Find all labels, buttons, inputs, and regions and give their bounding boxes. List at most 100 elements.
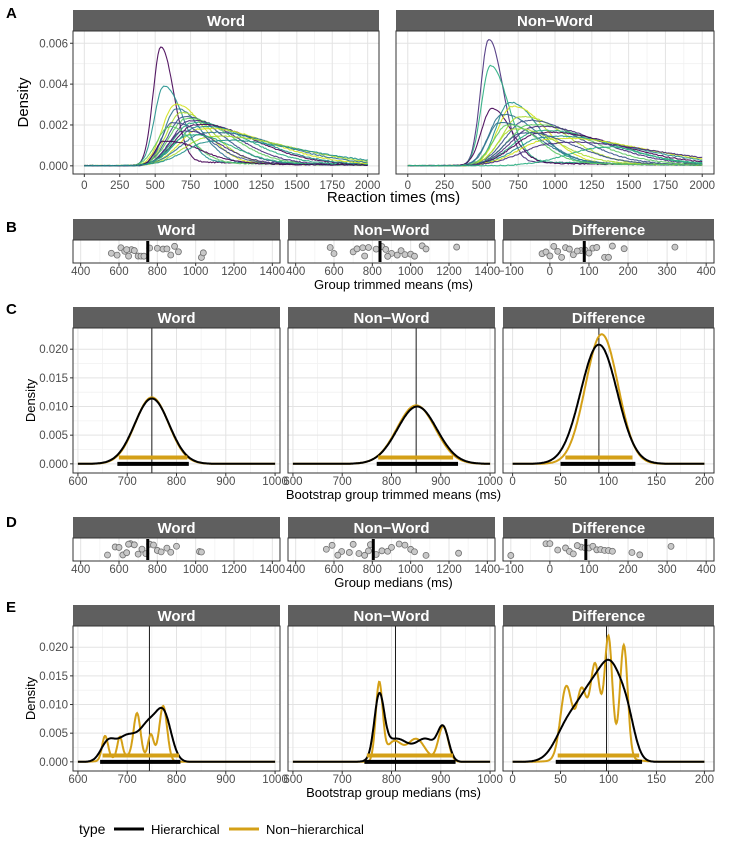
panel-a-facet-1-xtick-label: 1000 <box>213 180 239 192</box>
panel-e-facet-1-xtick-label: 600 <box>68 774 87 786</box>
panel-b-facet-3-point-5 <box>554 247 562 255</box>
panel-a-facet-2-xtick-label: 0 <box>405 180 411 192</box>
panel-d-facet-2-xtick-label: 800 <box>363 564 382 576</box>
panel-b-facet-1-point-7 <box>130 247 138 254</box>
panel-e-facet-1-ytick-label: 0.020 <box>39 642 68 654</box>
panel-d-facet-2-xtick-label: 1400 <box>475 564 501 576</box>
panel-b-facet-3-point-6 <box>558 253 566 261</box>
panel-c-facet-1-ytick-label: 0.005 <box>39 430 68 442</box>
panel-d-xlabel: Group medians (ms) <box>334 575 452 590</box>
panel-d-facet-1-border <box>72 537 281 562</box>
panel-b-facet-3-xtick-label: 200 <box>618 266 637 278</box>
panel-e-facet-3-xtick-label: 150 <box>647 774 666 786</box>
panel-b-facet-1-point-14 <box>163 245 171 253</box>
panel-a-facet-2-strip-label: Non−Word <box>517 13 593 30</box>
panel-a-facet-1-xtick-label: 2000 <box>355 180 381 192</box>
panel-b-facet-2-point-1 <box>326 244 334 251</box>
panel-c-facet-2-hierarchical-density <box>292 405 491 465</box>
panel-d-facet-1-point-19 <box>198 548 205 556</box>
panel-c-facet-2-strip-label: Non−Word <box>354 310 430 327</box>
panel-b-facet-1-xtick-label: 1200 <box>221 266 247 278</box>
panel-d-facet-1-xtick-label: 400 <box>71 564 90 576</box>
panel-b-facet-2-xtick-label: 600 <box>324 266 343 278</box>
panel-d-facet-2-point-13 <box>395 540 403 548</box>
panel-e-facet-3-xtick-label: 100 <box>599 774 618 786</box>
panel-b-facet-2-point-13 <box>401 251 409 258</box>
legend-label-non-hierarchical: Non−hierarchical <box>266 822 364 837</box>
panel-d-facet-2-point-12 <box>388 543 395 551</box>
panel-b-facet-3-xtick-label: 400 <box>697 266 716 278</box>
panel-a-facet-2-xtick-label: 500 <box>472 180 491 192</box>
panel-b-letter: B <box>6 219 17 236</box>
panel-c-facet-2-xtick-label: 600 <box>283 476 302 488</box>
panel-a-facet-2-xtick-label: 250 <box>435 180 454 192</box>
panel-d-facet-3-xtick-label: 200 <box>618 564 637 576</box>
panel-e-facet-1-xtick-label: 1000 <box>262 774 288 786</box>
panel-b-facet-2-strip <box>288 219 495 240</box>
legend-title: type <box>79 821 106 837</box>
panel-d-facet-2-point-5 <box>349 540 357 548</box>
panel-b-facet-2-point-4 <box>353 245 361 253</box>
panel-d-facet-2-point-16 <box>411 548 418 556</box>
panel-d-facet-2-xtick-label: 600 <box>324 564 343 576</box>
panel-b-facet-1-point-15 <box>167 251 175 259</box>
panel-b-facet-3-xtick-label: −100 <box>498 266 524 278</box>
panel-d-facet-3-point-4 <box>554 546 562 554</box>
panel-c-facet-3-strip <box>503 307 714 328</box>
panel-e-facet-2-strip-label: Non−Word <box>354 608 430 625</box>
panel-d-letter: D <box>6 514 17 531</box>
panel-b-facet-1-border <box>72 239 281 264</box>
panel-a-facet-1-ytick-label: 0.006 <box>39 38 68 50</box>
panel-a-facet-1-ytick-label: 0.000 <box>39 161 68 173</box>
panel-b-facet-1-point-12 <box>153 244 161 252</box>
panel-a-ylabel: Density <box>15 77 32 128</box>
panel-d-facet-2-point-10 <box>378 547 386 555</box>
panel-c-facet-3-xtick-label: 200 <box>695 476 714 488</box>
panel-b-facet-2-xtick-label: 800 <box>363 266 382 278</box>
panel-a-facet-2-xtick-label: 1250 <box>579 180 605 192</box>
panel-a-facet-2-density-line-20 <box>407 146 703 167</box>
panel-b-facet-3-point-16 <box>605 253 612 261</box>
panel-c-facet-3-xtick-label: 0 <box>509 476 515 488</box>
panel-d-facet-1-point-7 <box>130 541 138 549</box>
panel-b-facet-1-point-2 <box>113 251 121 259</box>
panel-b-facet-2-xtick-label: 400 <box>286 266 305 278</box>
panel-e-facet-3-xtick-label: 50 <box>554 774 567 786</box>
panel-b-facet-1-xtick-label: 600 <box>109 266 128 278</box>
panel-b-xlabel: Group trimmed means (ms) <box>314 277 473 292</box>
panel-c-ylabel: Density <box>23 378 38 422</box>
panel-e-facet-2-xtick-label: 600 <box>283 774 302 786</box>
panel-d-facet-3-strip <box>503 517 714 538</box>
panel-b-facet-2-xtick-label: 1000 <box>398 266 424 278</box>
panel-d-facet-1-point-15 <box>163 544 171 552</box>
panel-d-facet-3-xtick-label: 0 <box>547 564 553 576</box>
panel-b-facet-1-point-20 <box>123 246 131 254</box>
panel-b-facet-2-xtick-label: 1400 <box>475 266 501 278</box>
panel-c-facet-3-xtick-label: 150 <box>647 476 666 488</box>
panel-e-facet-3-xtick-label: 200 <box>695 774 714 786</box>
panel-c-facet-1-xtick-label: 900 <box>216 476 235 488</box>
panel-d-facet-2-strip <box>288 517 495 538</box>
panel-a-facet-1-ytick-label: 0.002 <box>39 120 68 132</box>
panel-b-facet-1-point-17 <box>175 248 182 256</box>
panel-b-facet-3-strip-label: Difference <box>572 222 645 239</box>
panel-c-facet-1-hierarchical-density <box>77 397 276 465</box>
panel-d-facet-1-xtick-label: 600 <box>109 564 128 576</box>
panel-b-facet-3-point-20 <box>573 247 581 255</box>
panel-c-xlabel: Bootstrap group trimmed means (ms) <box>286 487 501 502</box>
panel-c-facet-1-strip <box>73 307 280 328</box>
panel-b-facet-3-xtick-label: 300 <box>658 266 677 278</box>
panel-d-facet-1-point-16 <box>167 548 175 556</box>
panel-b-facet-2-point-15 <box>411 252 418 260</box>
panel-d-facet-2-point-17 <box>422 551 430 559</box>
panel-b-facet-1-xtick-label: 800 <box>148 266 167 278</box>
panel-c-facet-3-hierarchical-density <box>512 343 705 465</box>
panel-d-facet-1-point-12 <box>150 541 157 549</box>
panel-e-facet-1-ytick-label: 0.010 <box>39 700 68 712</box>
panel-a-xlabel: Reaction times (ms) <box>327 189 460 206</box>
panel-c-facet-2-strip <box>288 307 495 328</box>
panel-b-facet-3-point-12 <box>585 249 593 257</box>
panel-e-facet-1-xtick-label: 900 <box>216 774 235 786</box>
panel-a-facet-1-xtick-label: 250 <box>110 180 129 192</box>
panel-a-facet-1-strip-label: Word <box>207 13 245 30</box>
